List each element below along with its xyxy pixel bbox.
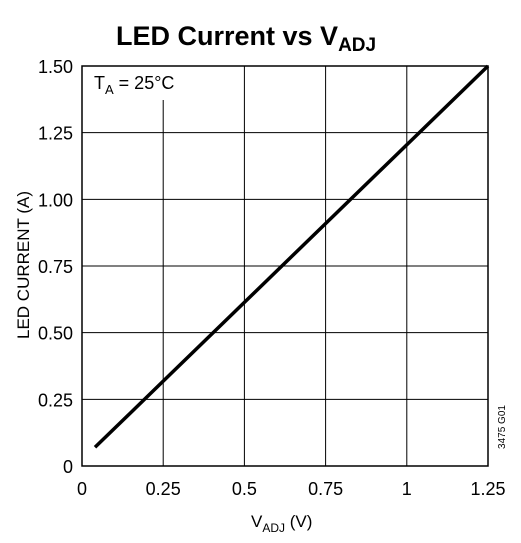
x-tick-labels: 0 0.25 0.5 0.75 1 1.25 — [77, 479, 506, 499]
x-tick-label-3: 0.75 — [308, 479, 343, 499]
plot-frame — [81, 65, 489, 467]
y-tick-label-0: 0 — [63, 457, 73, 477]
chart-title: LED Current vs VADJ — [116, 21, 376, 56]
x-tick-label-2: 0.5 — [232, 479, 257, 499]
x-tick-label-0: 0 — [77, 479, 87, 499]
annotation-box — [82, 66, 182, 100]
y-tick-label-5: 1.25 — [38, 124, 73, 144]
chart-title-subscript: ADJ — [338, 35, 376, 56]
annotation-main: T — [94, 73, 105, 93]
x-axis-title-subscript: ADJ — [262, 521, 285, 535]
y-tick-label-4: 1.00 — [38, 190, 73, 210]
y-tick-label-2: 0.50 — [38, 324, 73, 344]
annotation-tail: = 25°C — [114, 73, 175, 93]
series-layer — [93, 64, 490, 449]
annotation-subscript: A — [105, 82, 114, 97]
x-tick-label-1: 0.25 — [146, 479, 181, 499]
x-axis-title-tail: (V) — [285, 512, 312, 531]
y-axis-title: LED CURRENT (A) — [14, 191, 33, 339]
y-tick-label-6: 1.50 — [38, 57, 73, 77]
figure-id: 3475 G01 — [497, 405, 508, 449]
y-tick-label-3: 0.75 — [38, 257, 73, 277]
x-tick-label-5: 1.25 — [470, 479, 505, 499]
series-line-0 — [93, 64, 490, 449]
x-axis-title-main: V — [251, 512, 263, 531]
chart-title-main: LED Current vs V — [116, 21, 338, 51]
y-tick-label-1: 0.25 — [38, 390, 73, 410]
x-axis-title: VADJ (V) — [251, 512, 312, 535]
annotation-temperature: TA = 25°C — [94, 73, 174, 97]
y-tick-labels: 0 0.25 0.50 0.75 1.00 1.25 1.50 — [38, 57, 73, 477]
x-tick-label-4: 1 — [402, 479, 412, 499]
